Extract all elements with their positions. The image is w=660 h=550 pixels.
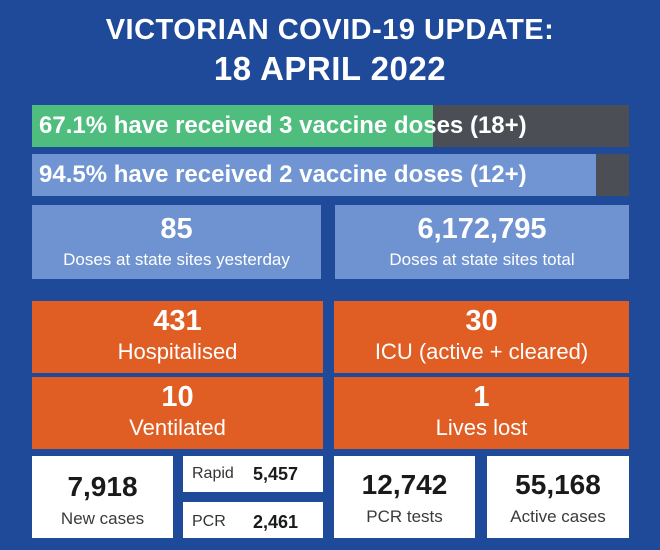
rapid-tests-box: Rapid 5,457	[183, 456, 323, 492]
lives-lost-label: Lives lost	[435, 415, 528, 440]
update-title: VICTORIAN COVID-19 UPDATE:	[105, 14, 555, 46]
pcr-tests-card: 12,742 PCR tests	[334, 456, 475, 538]
vaccine-3-dose-text: 67.1% have received 3 vaccine doses (18+…	[39, 112, 527, 139]
rapid-value: 5,457	[253, 464, 299, 484]
pcr-tests-value: 12,742	[361, 469, 448, 500]
new-cases-value: 7,918	[67, 471, 138, 502]
lives-lost-card: 1 Lives lost	[334, 377, 629, 449]
pcr-tests-label: PCR tests	[366, 507, 443, 526]
active-cases-value: 55,168	[515, 469, 601, 500]
rapid-label: Rapid	[192, 465, 234, 482]
doses-total-value: 6,172,795	[417, 213, 547, 245]
ventilated-card: 10 Ventilated	[32, 377, 323, 449]
hospitalised-card: 431 Hospitalised	[32, 301, 323, 373]
doses-total-label: Doses at state sites total	[389, 250, 575, 269]
doses-yesterday-value: 85	[160, 213, 193, 245]
pcr-positive-box: PCR 2,461	[183, 502, 323, 538]
doses-yesterday-card: 85 Doses at state sites yesterday	[32, 205, 321, 279]
vaccine-3-dose-bar: 67.1% have received 3 vaccine doses (18+…	[32, 105, 629, 147]
icu-label: ICU (active + cleared)	[374, 339, 589, 364]
ventilated-label: Ventilated	[129, 415, 226, 440]
icu-value: 30	[465, 305, 498, 337]
doses-total-card: 6,172,795 Doses at state sites total	[335, 205, 629, 279]
active-cases-card: 55,168 Active cases	[487, 456, 629, 538]
vaccine-3-dose-fill	[32, 105, 433, 147]
vaccine-2-dose-bar: 94.5% have received 2 vaccine doses (12+…	[32, 154, 629, 196]
ventilated-value: 10	[161, 381, 194, 413]
active-cases-label: Active cases	[510, 507, 606, 526]
hospitalised-label: Hospitalised	[117, 339, 238, 364]
pcr-value: 2,461	[253, 512, 299, 532]
hospitalised-value: 431	[153, 305, 202, 337]
new-cases-label: New cases	[60, 509, 145, 528]
lives-lost-value: 1	[473, 381, 490, 413]
vaccine-2-dose-fill	[32, 154, 597, 196]
vaccine-2-dose-text: 94.5% have received 2 vaccine doses (12+…	[39, 161, 527, 188]
pcr-label: PCR	[192, 513, 226, 530]
doses-yesterday-label: Doses at state sites yesterday	[63, 250, 290, 269]
update-date: 18 APRIL 2022	[213, 50, 447, 87]
icu-card: 30 ICU (active + cleared)	[334, 301, 629, 373]
new-cases-card: 7,918 New cases	[32, 456, 173, 538]
